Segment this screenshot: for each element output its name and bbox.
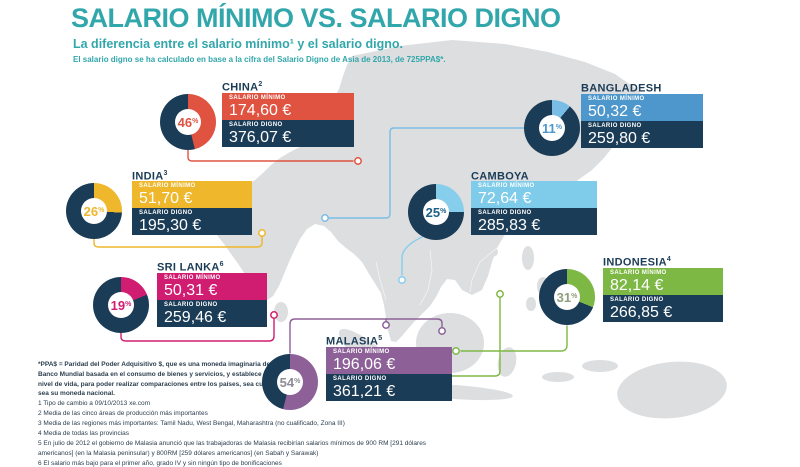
footnote-item: 6 El salario más bajo para el primer año…: [38, 460, 282, 467]
percent-label: 11%: [542, 120, 562, 136]
connector-camboya: [398, 235, 425, 284]
country-name-china: CHINA2: [222, 81, 263, 94]
map-marker-sri-lanka: [270, 311, 278, 319]
map-marker-china: [354, 157, 362, 165]
island-philippines-north: [522, 246, 534, 270]
connector-malasia: [289, 318, 446, 354]
country-name-india: INDIA3: [132, 170, 168, 183]
footnote-item: 5 En julio de 2012 el gobierno de Malasi…: [38, 440, 427, 458]
map-marker-indonesia-north: [496, 290, 504, 298]
minimo-value: 72,64 €: [478, 190, 532, 207]
digno-value: 259,46 €: [164, 309, 227, 326]
footnote-item: 4 Media de todas las provincias: [38, 430, 130, 438]
minimo-box-sri-lanka: SALARIO MÍNIMO 50,31 €: [157, 273, 267, 300]
donut-center-malasia: 54%: [277, 369, 303, 395]
minimo-box-bangladesh: SALARIO MÍNIMO 50,32 €: [581, 94, 703, 121]
country-name-indonesia: INDONESIA4: [603, 256, 672, 269]
page-subtitle: La diferencia entre el salario mínimo¹ y…: [73, 37, 403, 51]
country-name-bangladesh: BANGLADESH: [581, 82, 662, 95]
map-internal-border: [469, 247, 498, 293]
donut-chart-malasia: 54%: [262, 354, 318, 410]
digno-box-camboya: SALARIO DIGNO 285,83 €: [471, 208, 597, 235]
country-name-camboya: CAMBOYA: [471, 170, 529, 183]
map-marker-camboya: [398, 276, 406, 284]
donut-chart-india: 26%: [66, 183, 122, 239]
map-internal-border: [375, 261, 387, 301]
donut-center-bangladesh: 11%: [539, 115, 565, 141]
connector-bangladesh: [321, 127, 525, 222]
island-sri-lanka: [274, 302, 288, 322]
map-internal-border: [419, 249, 433, 306]
donut-center-camboya: 25%: [423, 199, 449, 225]
digno-value: 361,21 €: [333, 383, 396, 400]
map-marker-bangladesh: [321, 214, 329, 222]
digno-box-malasia: SALARIO DIGNO 361,21 €: [326, 374, 452, 401]
map-marker-malasia-sarawak: [438, 327, 446, 335]
page-methodology-note: El salario digno se ha calculado en base…: [73, 55, 446, 64]
connector-india: [93, 229, 266, 248]
footnote-list: 1 Tipo de cambio a 09/10/2013 xe.com 2 M…: [38, 399, 450, 467]
digno-box-indonesia: SALARIO DIGNO 266,85 €: [603, 295, 723, 322]
digno-box-sri-lanka: SALARIO DIGNO 259,46 €: [157, 300, 267, 327]
donut-chart-sri-lanka: 19%: [93, 277, 149, 333]
percent-label: 26%: [83, 203, 105, 219]
map-marker-indonesia-borneo: [452, 347, 460, 355]
percent-label: 31%: [556, 289, 578, 305]
digno-value: 376,07 €: [229, 129, 292, 146]
donut-chart-bangladesh: 11%: [524, 100, 580, 156]
donut-center-china: 46%: [175, 109, 201, 135]
footnote-item: 2 Media de las cinco áreas de producción…: [38, 410, 208, 418]
country-name-sri-lanka: SRI LANKA6: [157, 261, 224, 274]
digno-value: 195,30 €: [139, 217, 202, 234]
digno-box-india: SALARIO DIGNO 195,30 €: [132, 208, 252, 235]
connector-china: [187, 149, 362, 165]
minimo-value: 196,06 €: [333, 356, 396, 373]
map-marker-malasia-peninsular: [382, 321, 390, 329]
map-marker-india: [258, 229, 266, 237]
donut-chart-china: 46%: [160, 94, 216, 150]
minimo-box-malasia: SALARIO MÍNIMO 196,06 €: [326, 347, 452, 374]
percent-label: 46%: [177, 114, 199, 130]
donut-center-indonesia: 31%: [554, 284, 580, 310]
digno-value: 259,80 €: [588, 130, 651, 147]
minimo-value: 174,60 €: [229, 102, 292, 119]
percent-label: 25%: [425, 204, 447, 220]
minimo-value: 51,70 €: [139, 190, 193, 207]
map-internal-border: [318, 231, 332, 257]
minimo-value: 82,14 €: [610, 277, 664, 294]
footnote-item: 3 Media de las regiones más importantes:…: [38, 420, 345, 428]
donut-center-india: 26%: [81, 198, 107, 224]
island-new-guinea: [617, 361, 727, 419]
minimo-box-india: SALARIO MÍNIMO 51,70 €: [132, 181, 252, 208]
percent-label: 19%: [110, 297, 132, 313]
digno-value: 266,85 €: [610, 304, 673, 321]
digno-value: 285,83 €: [478, 217, 541, 234]
donut-chart-indonesia: 31%: [539, 269, 595, 325]
page-title: SALARIO MÍNIMO VS. SALARIO DIGNO: [71, 3, 561, 33]
donut-center-sri-lanka: 19%: [108, 292, 134, 318]
country-name-malasia: MALASIA5: [326, 335, 383, 348]
minimo-box-camboya: SALARIO MÍNIMO 72,64 €: [471, 181, 597, 208]
digno-box-china: SALARIO DIGNO 376,07 €: [222, 120, 354, 147]
minimo-value: 50,31 €: [164, 282, 218, 299]
minimo-value: 50,32 €: [588, 103, 642, 120]
donut-chart-camboya: 25%: [408, 184, 464, 240]
island-lesser-sunda: [542, 372, 574, 382]
digno-box-bangladesh: SALARIO DIGNO 259,80 €: [581, 121, 703, 148]
ppa-definition-note: *PPA$ = Paridad del Poder Adquisitivo $,…: [38, 361, 272, 398]
island-philippines-south: [526, 297, 536, 311]
minimo-box-indonesia: SALARIO MÍNIMO 82,14 €: [603, 268, 723, 295]
connector-sri-lanka: [120, 311, 278, 342]
minimo-box-china: SALARIO MÍNIMO 174,60 €: [222, 93, 354, 120]
island-sulawesi: [497, 347, 517, 377]
percent-label: 54%: [279, 374, 301, 390]
footnote-item: 1 Tipo de cambio a 09/10/2013 xe.com: [38, 400, 151, 407]
island-maluku: [582, 360, 618, 372]
